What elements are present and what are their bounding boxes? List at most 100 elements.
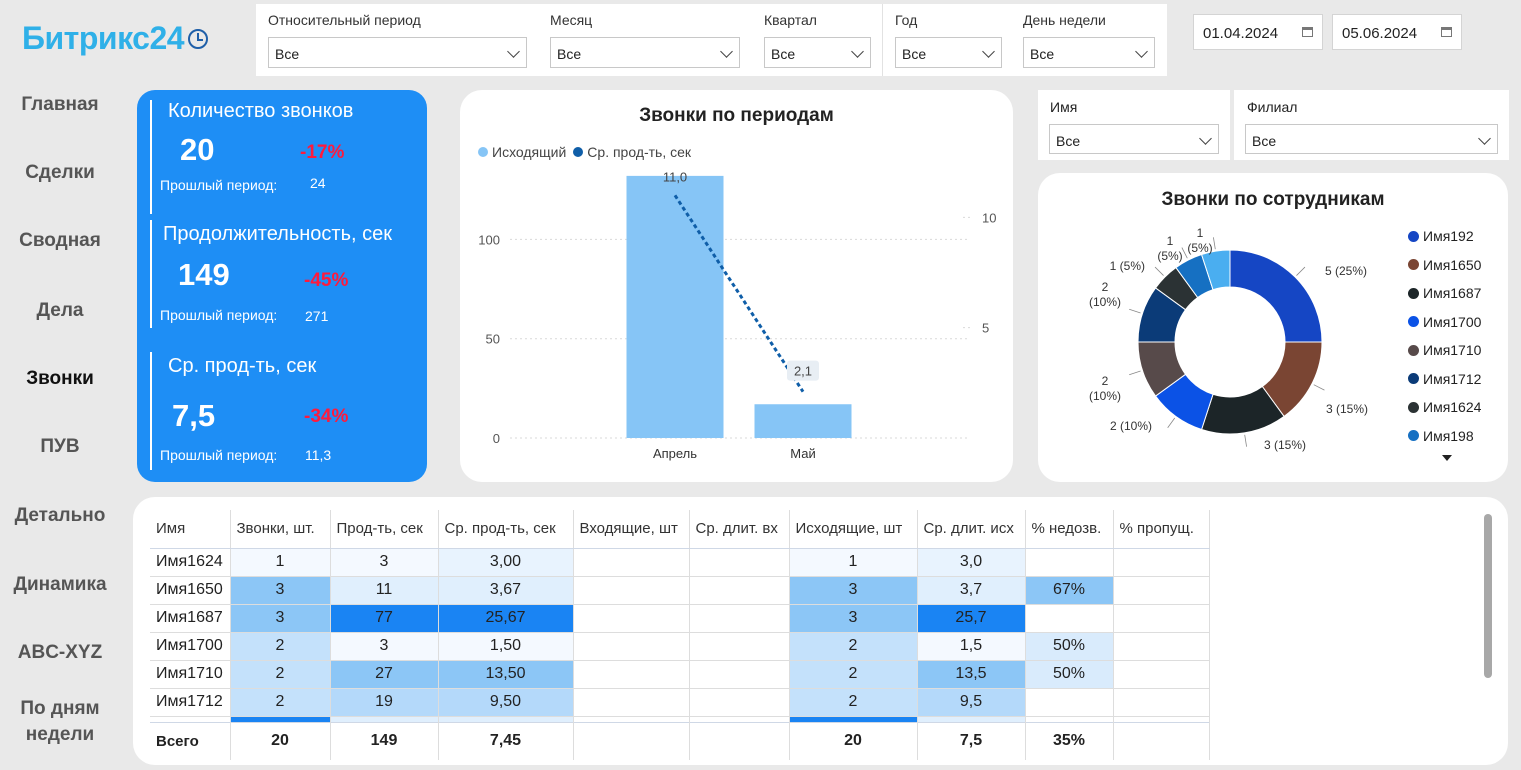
table-row-partial <box>150 716 1210 722</box>
total-cell: 149 <box>330 721 439 760</box>
calendar-icon[interactable] <box>1302 27 1313 37</box>
calendar-icon[interactable] <box>1441 27 1452 37</box>
table-total-row: Всего 20 149 7,45 20 7,5 35% <box>150 721 1210 760</box>
table-cell: 67% <box>1025 576 1114 605</box>
nav-item-summary[interactable]: Сводная <box>19 230 101 251</box>
table-cell: 3 <box>789 604 918 633</box>
nav-item-detailed[interactable]: Детально <box>14 505 106 526</box>
column-header[interactable]: Звонки, шт. <box>230 510 331 549</box>
branch-select[interactable]: Все <box>1245 124 1498 154</box>
legend-label: Имя1700 <box>1423 313 1482 330</box>
kpi-title: Количество звонков <box>168 100 354 122</box>
column-header[interactable]: Входящие, шт <box>573 510 690 549</box>
table-cell <box>789 716 918 722</box>
table-cell: 2 <box>789 688 918 717</box>
column-header[interactable]: % недозв. <box>1025 510 1114 549</box>
y-tick-label: 50 <box>486 332 500 347</box>
table-cell: 1,50 <box>438 632 574 661</box>
table-cell <box>1113 576 1210 605</box>
kpi-prev-value: 271 <box>305 308 329 324</box>
legend-scroll-down-icon[interactable] <box>1442 455 1452 461</box>
nav-item-deals[interactable]: Сделки <box>25 162 95 183</box>
donut-chart-svg: 5 (25%) 3 (15%) 3 (15%) 2 (10%) 2 (10%) 2 (10%)… <box>1089 226 1368 452</box>
table-cell: 3 <box>789 576 918 605</box>
total-cell: 35% <box>1025 721 1114 760</box>
table-scrollbar[interactable] <box>1484 514 1492 678</box>
donut-legend: Имя192 Имя1650 Имя1687 Имя1700 Имя1710 Имя171… <box>1408 222 1481 450</box>
bar[interactable] <box>754 404 852 438</box>
column-header[interactable]: Имя <box>150 510 231 549</box>
total-cell: 20 <box>230 721 331 760</box>
table-cell: 1,5 <box>917 632 1026 661</box>
total-cell: 20 <box>789 721 918 760</box>
legend-label: Имя1710 <box>1423 342 1482 358</box>
table-cell <box>330 716 439 722</box>
table-row[interactable]: Имя1710 2 27 13,50 2 13,5 50% <box>150 660 1210 689</box>
legend-marker <box>1408 316 1419 328</box>
filter-label: Имя <box>1050 99 1078 115</box>
table-cell <box>150 716 231 722</box>
relative-period-select[interactable]: Все <box>268 37 527 68</box>
chart-title: Звонки по сотрудникам <box>1161 189 1385 210</box>
table-cell: 3,7 <box>917 576 1026 605</box>
table-cell: 3 <box>230 604 331 633</box>
table-cell: 13,50 <box>438 660 574 689</box>
table-cell <box>1113 688 1210 717</box>
nav-item-tasks[interactable]: Дела <box>36 300 84 321</box>
nav-item-calls[interactable]: Звонки <box>26 368 94 389</box>
table-cell: 11 <box>330 576 439 605</box>
legend-label: Имя1687 <box>1423 285 1482 301</box>
quarter-select[interactable]: Все <box>764 37 871 68</box>
nav-item-abc-xyz[interactable]: ABC-XYZ <box>17 642 103 663</box>
select-value: Все <box>1056 133 1081 149</box>
kpi-prev-label: Прошлый период: <box>160 307 278 323</box>
kpi-prev-label: Прошлый период: <box>160 447 278 463</box>
donut-slice[interactable] <box>1229 249 1323 343</box>
legend-marker <box>573 147 584 157</box>
table-row[interactable]: Имя1700 2 3 1,50 2 1,5 50% <box>150 632 1210 661</box>
bar[interactable] <box>626 175 724 438</box>
legend-item: Имя1687 <box>1408 279 1481 308</box>
table-row[interactable]: Имя1650 3 11 3,67 3 3,7 67% <box>150 576 1210 605</box>
table-cell: 3 <box>230 576 331 605</box>
column-header[interactable]: Прод-ть, сек <box>330 510 439 549</box>
table-cell <box>1025 548 1114 577</box>
leader-line <box>1296 266 1306 276</box>
legend-item: Имя1650 <box>1408 251 1481 280</box>
donut-chart-card: Звонки по сотрудникам 5 (25%) 3 (15%) 3 (1… <box>1038 173 1508 482</box>
chart-legend: Исходящий Ср. прод-ть, сек <box>478 144 691 160</box>
nav-item-dynamics[interactable]: Динамика <box>13 574 107 595</box>
column-header[interactable]: % пропущ. <box>1113 510 1210 549</box>
name-select[interactable]: Все <box>1049 124 1219 154</box>
filter-name: Имя Все <box>1038 90 1230 160</box>
nav-item-puv[interactable]: ПУВ <box>40 436 80 457</box>
period-chart-svg: 0 50 100 5 10 Апрель Май 11,0 2,1 <box>478 169 996 461</box>
month-select[interactable]: Все <box>550 37 740 68</box>
column-header[interactable]: Исходящие, шт <box>789 510 918 549</box>
table-cell: 3 <box>330 632 439 661</box>
legend-item: Имя1624 <box>1408 393 1481 422</box>
employee-name-cell: Имя1687 <box>150 604 231 633</box>
slice-label: 2 (10%) <box>1089 374 1121 403</box>
donut-slice[interactable] <box>1200 249 1231 291</box>
nav-item-weekdays[interactable]: По дням недели <box>20 698 100 745</box>
weekday-select[interactable]: Все <box>1023 37 1155 68</box>
column-header[interactable]: Ср. длит. исх <box>917 510 1026 549</box>
table-row[interactable]: Имя1687 3 77 25,67 3 25,7 <box>150 604 1210 633</box>
date-to-input[interactable]: 05.06.2024 <box>1332 14 1462 50</box>
table-row[interactable]: Имя1624 1 3 3,00 1 3,0 <box>150 548 1210 577</box>
slice-label: 3 (15%) <box>1264 438 1306 452</box>
column-header[interactable]: Ср. прод-ть, сек <box>438 510 574 549</box>
nav-item-home[interactable]: Главная <box>21 94 99 115</box>
clock-icon <box>188 28 209 49</box>
leader-line <box>1244 434 1247 447</box>
chevron-down-icon <box>1135 45 1148 58</box>
column-header[interactable]: Ср. длит. вх <box>689 510 790 549</box>
legend-label: Имя198 <box>1423 427 1474 444</box>
date-from-input[interactable]: 01.04.2024 <box>1193 14 1323 50</box>
table-row[interactable]: Имя1712 2 19 9,50 2 9,5 <box>150 688 1210 717</box>
year-select[interactable]: Все <box>895 37 1002 68</box>
table-header-row: Имя Звонки, шт. Прод-ть, сек Ср. прод-ть, с… <box>150 510 1210 549</box>
table-cell <box>1025 716 1114 722</box>
data-label-bg <box>787 360 819 381</box>
